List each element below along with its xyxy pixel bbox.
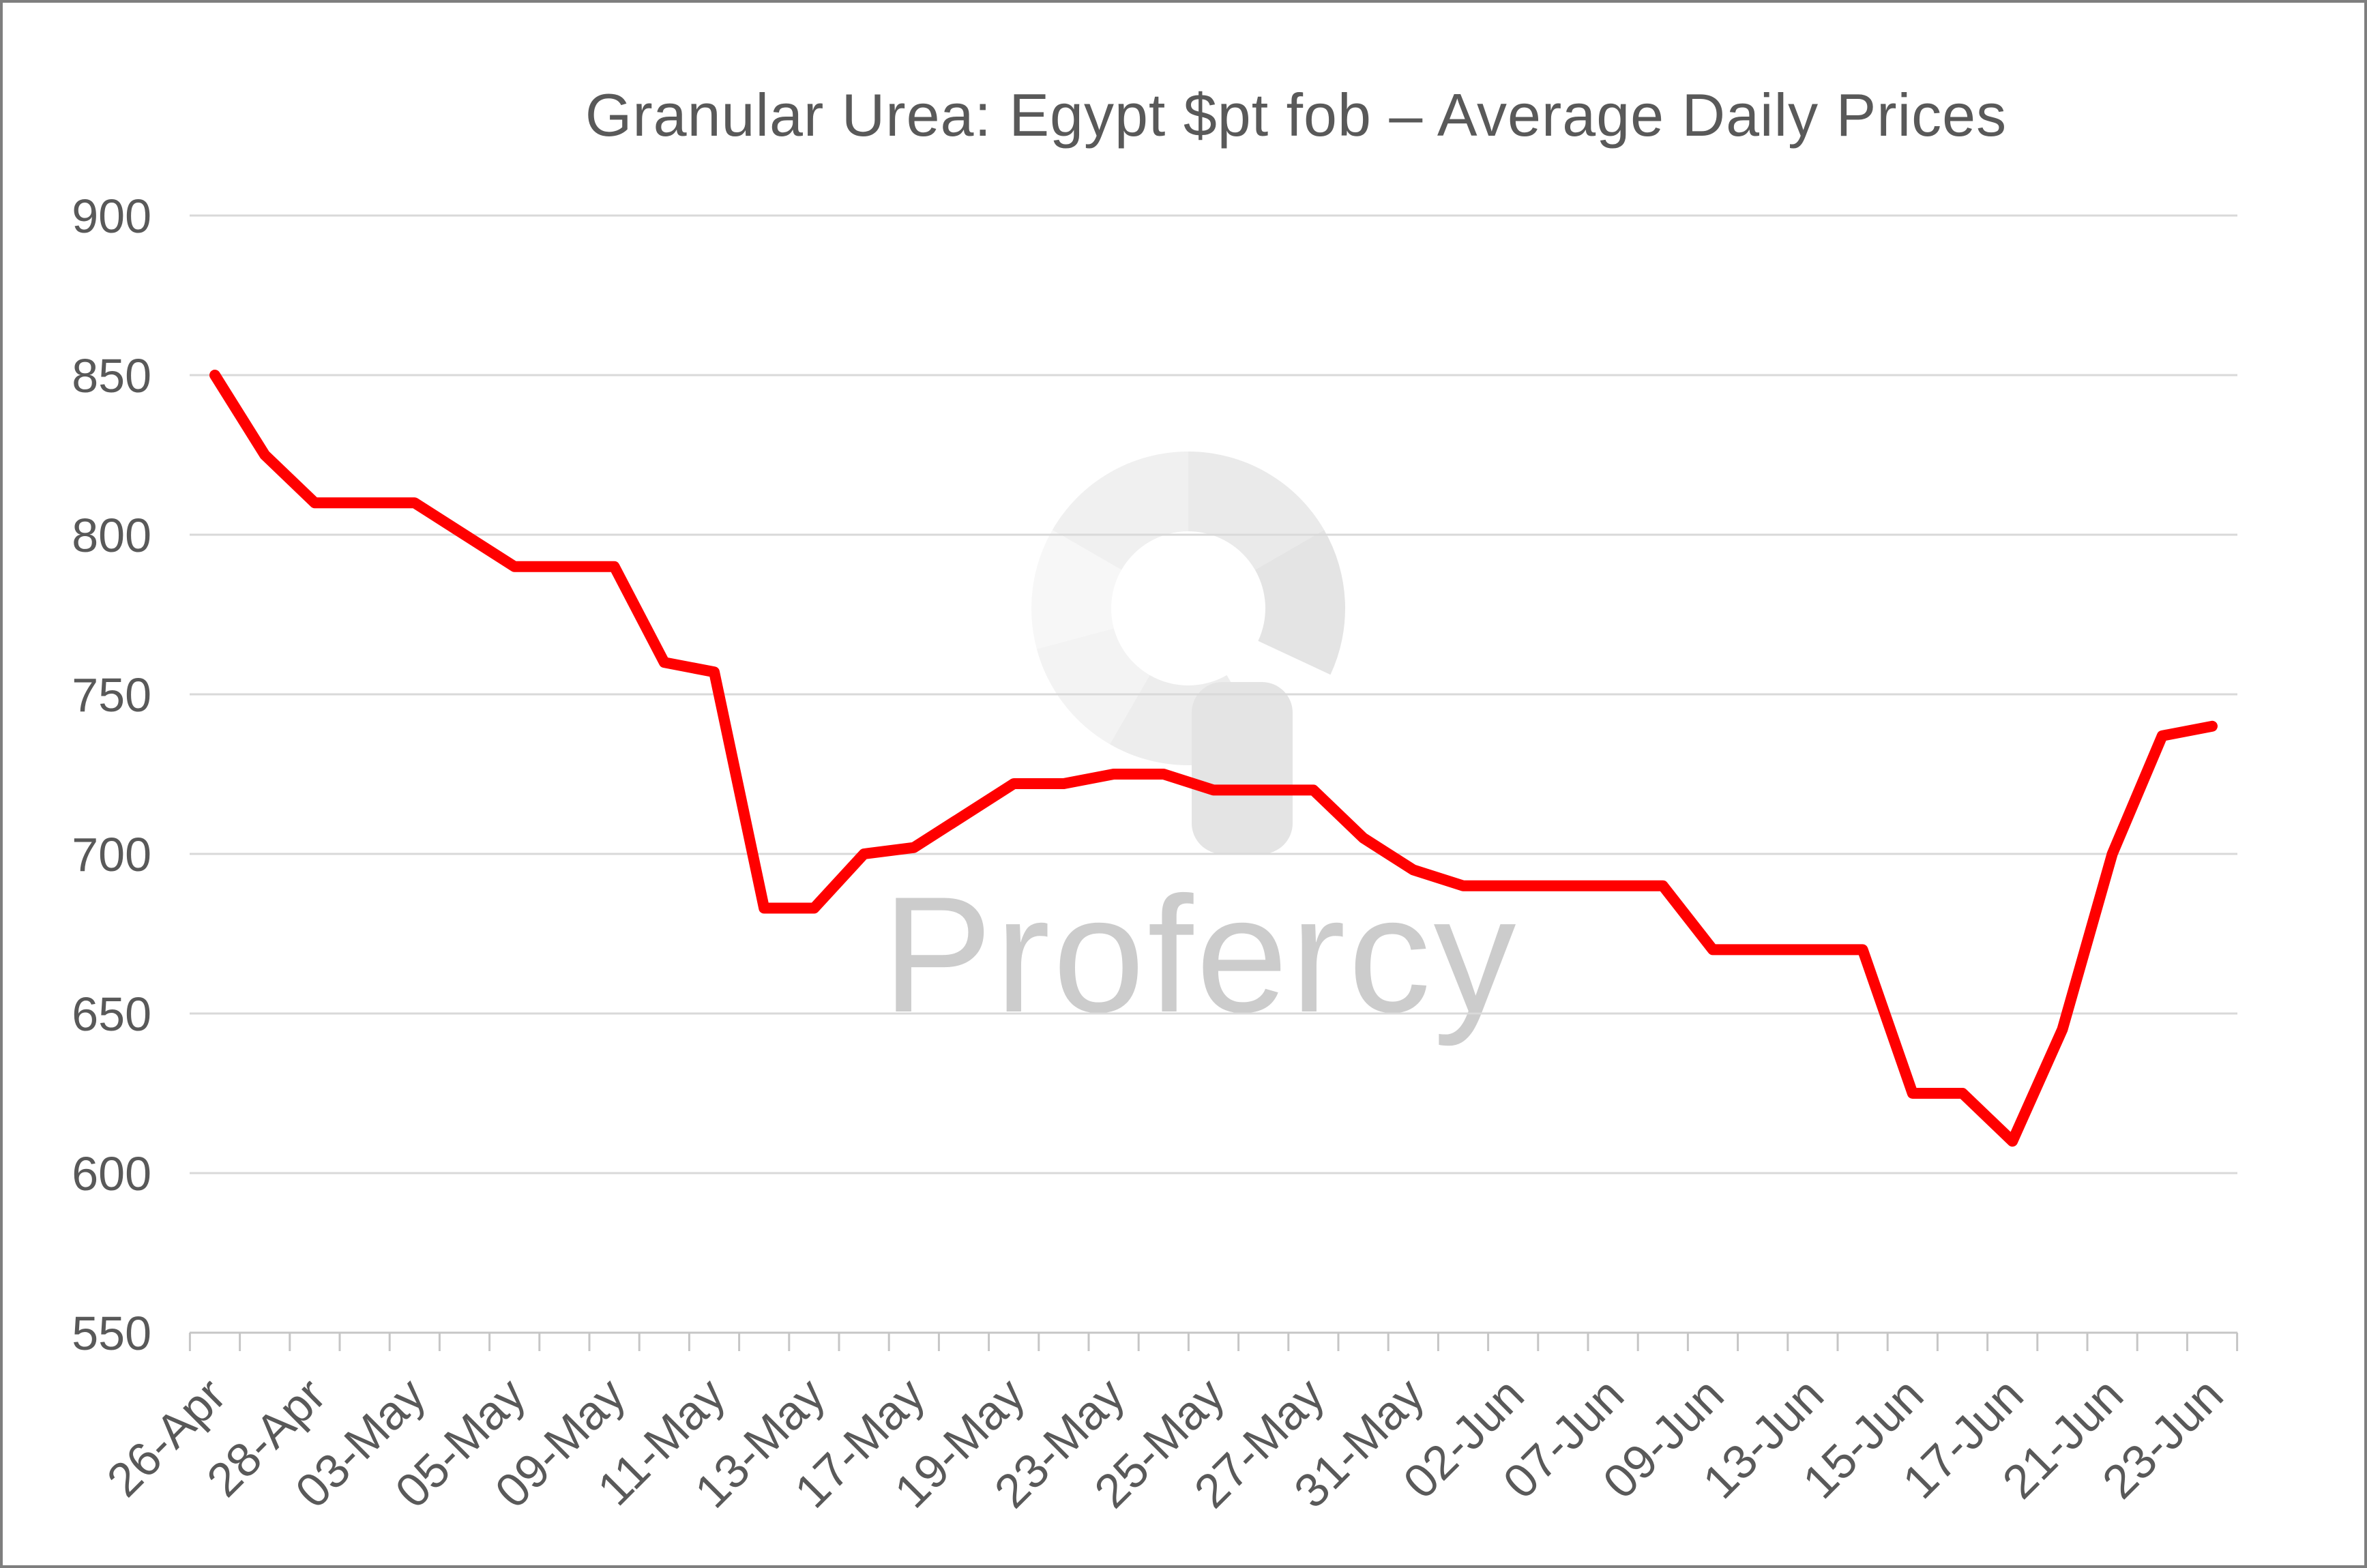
price-series-line	[209, 370, 2218, 1147]
watermark-logo-ring-segment	[1254, 530, 1345, 675]
watermark: Profercy	[882, 452, 1518, 1047]
y-tick-label: 550	[72, 1307, 151, 1360]
watermark-text: Profercy	[882, 863, 1518, 1047]
y-tick-label: 650	[72, 988, 151, 1041]
watermark-logo-ring-segment	[1052, 452, 1188, 570]
y-tick-label: 900	[72, 190, 151, 243]
watermark-logo-ring-segment	[1188, 452, 1325, 570]
watermark-logo-tail	[1192, 682, 1293, 854]
y-tick-label: 850	[72, 349, 151, 402]
y-tick-label: 700	[72, 828, 151, 881]
watermark-logo-ring-segment	[1036, 628, 1150, 745]
watermark-logo-ring-segment	[1031, 530, 1122, 649]
y-tick-label: 800	[72, 509, 151, 562]
chart-title: Granular Urea: Egypt $pt fob – Average D…	[585, 81, 2008, 149]
y-tick-label: 600	[72, 1147, 151, 1200]
y-tick-label: 750	[72, 668, 151, 722]
